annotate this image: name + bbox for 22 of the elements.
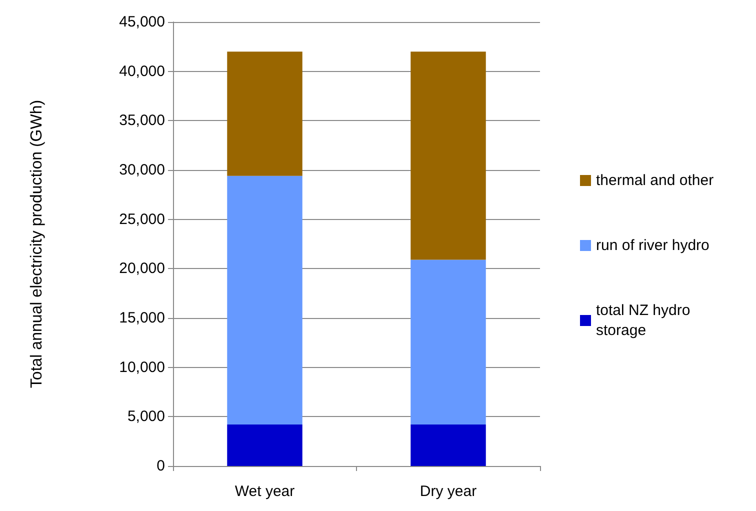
y-tick-label: 15,000 <box>119 310 165 326</box>
y-tick-label: 40,000 <box>119 62 165 80</box>
y-tick-label: 25,000 <box>119 210 165 228</box>
y-tick-label: 10,000 <box>119 358 165 376</box>
legend-label: thermal and other <box>596 172 714 189</box>
y-tick-label: 5,000 <box>127 408 165 426</box>
legend-label: total NZ hydro storage <box>596 302 694 339</box>
y-tick-label: 35,000 <box>119 112 165 130</box>
x-tick-label: Wet year <box>234 483 295 500</box>
bar <box>410 52 486 260</box>
y-tick-label: 20,000 <box>119 260 165 278</box>
bar <box>227 52 302 176</box>
x-tick-label: Dry year <box>420 483 477 500</box>
y-axis-title: Total annual electricity production (GWh) <box>28 100 46 388</box>
y-tick-label: 0 <box>156 458 165 474</box>
bar <box>410 260 486 425</box>
bar <box>227 176 302 425</box>
y-tick-label: 45,000 <box>119 14 165 30</box>
y-tick-label: 30,000 <box>119 162 165 178</box>
bar <box>410 424 486 466</box>
bar <box>227 424 302 466</box>
legend-label: run of river hydro <box>596 237 710 254</box>
